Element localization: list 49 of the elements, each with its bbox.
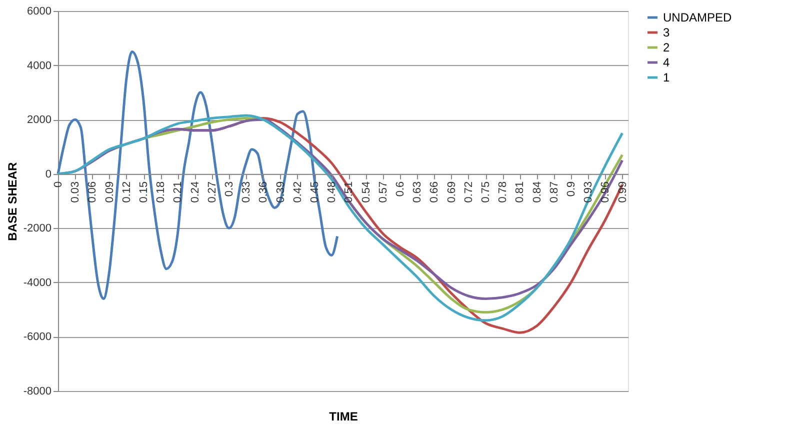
- x-tick-label: 0.42: [292, 181, 304, 203]
- x-tick-label: 0.21: [172, 181, 184, 203]
- legend-label: 1: [663, 70, 670, 84]
- legend-label: 4: [663, 56, 670, 70]
- x-tick-label: 0.33: [240, 181, 253, 203]
- x-tick-label: 0.96: [600, 181, 612, 203]
- y-tick-label: 4000: [27, 60, 52, 72]
- x-tick-label: 0.63: [412, 181, 424, 203]
- x-tick-label: 0.48: [326, 181, 338, 203]
- x-tick-label: 0.27: [206, 181, 218, 203]
- x-tick-label: 0.18: [155, 181, 168, 203]
- x-tick-label: 0.57: [377, 181, 390, 203]
- x-tick-label: 0.36: [258, 181, 270, 203]
- x-tick-label: 0.84: [531, 181, 544, 203]
- x-tick-label: 0.51: [343, 181, 356, 203]
- x-tick-label: 0.69: [446, 181, 458, 203]
- x-tick-label: 0.66: [428, 181, 441, 203]
- y-tick-label: -4000: [23, 276, 52, 289]
- y-tick-label: -8000: [23, 386, 52, 398]
- legend-label: 3: [663, 26, 670, 40]
- x-tick-label: 0.93: [582, 181, 595, 203]
- x-tick-label: 0: [52, 181, 64, 188]
- x-tick-label: 0.75: [480, 181, 492, 203]
- x-tick-label: 0.15: [138, 181, 150, 203]
- y-tick-label: 6000: [27, 6, 52, 18]
- y-axis-title: BASE SHEAR: [5, 162, 20, 241]
- x-tick-label: 0.72: [462, 181, 475, 203]
- x-tick-label: 0.45: [309, 181, 321, 203]
- x-tick-label: 0.81: [514, 181, 526, 203]
- x-tick-label: 0.9: [566, 181, 578, 197]
- x-axis-title: TIME: [329, 410, 358, 424]
- x-tick-label: 0.03: [70, 181, 82, 203]
- x-tick-label: 0.3: [224, 181, 236, 197]
- x-tick-label: 0.39: [274, 181, 287, 203]
- legend-label: 2: [663, 40, 670, 54]
- x-tick-label: 0.09: [104, 181, 116, 203]
- x-tick-label: 0.99: [616, 181, 629, 203]
- x-tick-label: 0.24: [189, 181, 202, 203]
- y-tick-label: 2000: [27, 114, 52, 126]
- y-tick-label: -2000: [23, 222, 52, 235]
- y-tick-label: 0: [45, 168, 52, 180]
- x-tick-label: 0.54: [360, 181, 372, 203]
- y-tick-label: -6000: [23, 331, 52, 344]
- x-tick-label: 0.87: [548, 181, 560, 203]
- legend-label: UNDAMPED: [663, 10, 732, 24]
- x-tick-label: 0.06: [86, 181, 99, 203]
- x-tick-label: 0.12: [120, 181, 133, 203]
- x-tick-label: 0.6: [394, 181, 406, 197]
- x-tick-label: 0.78: [497, 181, 510, 203]
